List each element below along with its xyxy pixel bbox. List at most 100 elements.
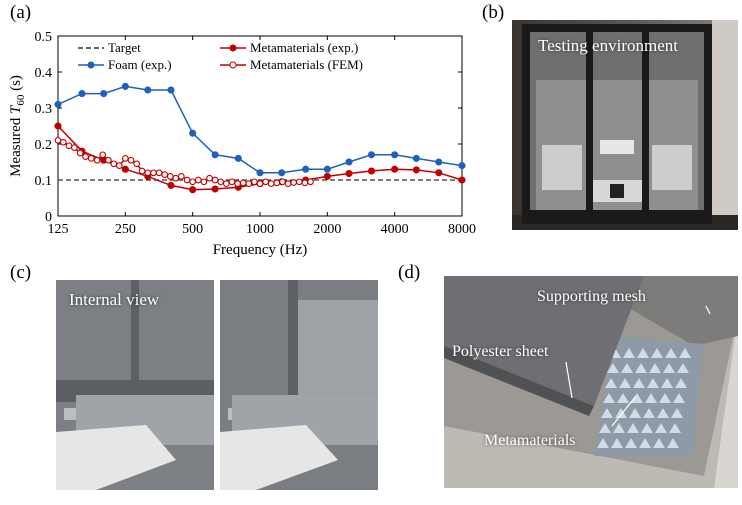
x-tick-label: 4000 xyxy=(381,222,409,237)
data-point-metamaterials-exp xyxy=(345,169,353,178)
data-point-foam-exp xyxy=(391,151,399,159)
metamaterial-cell xyxy=(639,438,651,448)
data-point-metamaterials-fem xyxy=(87,155,95,162)
data-point-metamaterials-fem xyxy=(295,178,303,186)
data-point-metamaterials-fem xyxy=(200,178,208,186)
metamaterial-cell xyxy=(627,423,639,433)
data-point-foam-exp xyxy=(458,162,466,170)
data-point-metamaterials-fem xyxy=(273,179,281,187)
panel-label-c: (c) xyxy=(10,262,32,283)
metamaterial-panel-illustration xyxy=(444,276,738,488)
data-point-metamaterials-fem xyxy=(279,178,286,186)
metamaterial-cell xyxy=(671,408,683,418)
data-point-metamaterials-fem xyxy=(267,180,275,187)
metamaterial-panel-photo: Supporting mesh Polyester sheet Metamate… xyxy=(444,276,738,488)
data-point-metamaterials-fem xyxy=(177,173,185,180)
metamaterial-cell xyxy=(657,408,669,418)
annotation-lines xyxy=(565,305,711,427)
series-line-foam-exp xyxy=(57,85,463,174)
metamaterial-cell xyxy=(635,363,647,373)
y-tick-label: 0.5 xyxy=(35,30,53,45)
data-point-metamaterials-exp xyxy=(54,122,62,130)
data-point-metamaterials-fem xyxy=(301,179,309,187)
data-point-metamaterials-fem xyxy=(161,171,169,178)
metamaterial-cell xyxy=(647,378,659,388)
data-point-metamaterials-fem xyxy=(307,178,314,186)
metamaterial-cell xyxy=(641,423,653,433)
data-point-metamaterials-fem xyxy=(284,180,292,187)
y-tick-label: 0.2 xyxy=(35,138,53,153)
panel-label-d: (d) xyxy=(398,262,421,283)
data-point-metamaterials-exp xyxy=(391,165,399,173)
metamaterial-cell xyxy=(659,393,671,403)
data-point-metamaterials-exp xyxy=(367,167,376,175)
metamaterial-cell xyxy=(643,408,655,418)
testing-environment-photo: Testing environment xyxy=(512,20,738,230)
data-point-foam-exp xyxy=(234,154,242,162)
legend-marker xyxy=(229,44,237,52)
metamaterial-cell xyxy=(669,423,681,433)
data-point-metamaterials-fem xyxy=(183,176,191,184)
data-point-foam-exp xyxy=(278,169,286,177)
data-point-metamaterials-exp xyxy=(189,186,197,194)
testing-environment-caption: Testing environment xyxy=(538,36,678,55)
data-point-foam-exp xyxy=(54,100,62,108)
data-point-foam-exp xyxy=(412,154,420,162)
metamaterial-cell xyxy=(653,438,665,448)
metamaterial-cell xyxy=(621,363,633,373)
x-tick-label: 2000 xyxy=(313,222,341,237)
data-point-metamaterials-fem xyxy=(251,178,258,186)
metamaterial-cell xyxy=(603,393,615,403)
data-point-metamaterials-exp xyxy=(412,166,420,174)
data-point-metamaterials-fem xyxy=(105,156,112,164)
data-point-metamaterials-fem xyxy=(115,162,123,169)
data-point-metamaterials-fem xyxy=(121,155,129,162)
x-axis-label: Frequency (Hz) xyxy=(213,242,308,258)
data-point-foam-exp xyxy=(345,158,353,166)
metamaterial-cell xyxy=(617,393,629,403)
data-point-foam-exp xyxy=(167,86,175,94)
reverberation-chart: 125 250 500 1000 2000 4000 8000 0 0.1 0.2 0.3 0.4 0.… xyxy=(8,30,476,258)
data-point-foam-exp xyxy=(302,165,310,173)
data-point-metamaterials-fem xyxy=(256,180,264,187)
data-point-metamaterials-fem xyxy=(71,144,78,151)
data-point-metamaterials-fem xyxy=(239,179,247,187)
data-point-foam-exp xyxy=(189,129,197,137)
metamaterial-cell xyxy=(655,423,667,433)
y-tick-label: 0.3 xyxy=(35,102,53,117)
x-tick-label: 125 xyxy=(48,222,69,237)
metamaterial-cell xyxy=(631,393,643,403)
metamaterial-cell xyxy=(649,363,661,373)
legend-label: Foam (exp.) xyxy=(108,57,172,72)
internal-view-photo: Internal view xyxy=(56,280,378,490)
metamaterial-cell xyxy=(651,348,663,358)
panel-label-a: (a) xyxy=(10,2,32,23)
booth-illustration xyxy=(512,20,738,230)
data-point-metamaterials-fem xyxy=(262,178,270,186)
data-point-foam-exp xyxy=(78,90,86,98)
y-tick-label: 0 xyxy=(45,210,52,225)
metamaterial-cell xyxy=(613,423,625,433)
data-point-metamaterials-fem xyxy=(155,169,163,177)
metamaterial-cell xyxy=(623,348,635,358)
supporting-mesh-label: Supporting mesh xyxy=(537,288,646,305)
data-point-metamaterials-exp xyxy=(435,169,443,177)
data-point-foam-exp xyxy=(367,151,376,159)
legend-label: Metamaterials (exp.) xyxy=(250,40,358,55)
metamaterial-cell xyxy=(677,363,689,373)
metamaterial-cell xyxy=(597,438,609,448)
data-point-metamaterials-fem xyxy=(290,179,298,186)
data-point-metamaterials-fem xyxy=(133,160,141,168)
data-point-foam-exp xyxy=(435,158,443,166)
legend-marker xyxy=(229,61,237,69)
data-point-metamaterials-exp xyxy=(167,181,175,189)
data-point-foam-exp xyxy=(256,169,264,177)
metamaterial-cell xyxy=(675,378,687,388)
metamaterial-cell xyxy=(633,378,645,388)
data-point-metamaterials-fem xyxy=(222,180,230,187)
metamaterial-cell xyxy=(673,393,685,403)
metamaterial-cell xyxy=(629,408,641,418)
metamaterial-cell xyxy=(605,378,617,388)
data-point-metamaterials-fem xyxy=(99,151,107,159)
x-tick-label: 1000 xyxy=(246,222,274,237)
